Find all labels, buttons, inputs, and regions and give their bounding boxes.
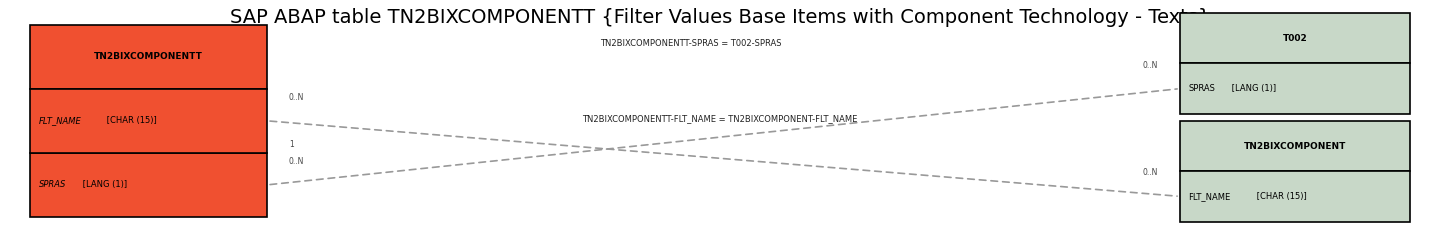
Text: SPRAS: SPRAS xyxy=(1188,84,1215,93)
Text: SPRAS: SPRAS xyxy=(39,180,66,189)
Text: FLT_NAME: FLT_NAME xyxy=(1188,192,1231,201)
Bar xyxy=(1179,121,1410,171)
Text: TN2BIXCOMPONENTT-FLT_NAME = TN2BIXCOMPONENT-FLT_NAME: TN2BIXCOMPONENTT-FLT_NAME = TN2BIXCOMPON… xyxy=(582,114,858,123)
Text: [CHAR (15)]: [CHAR (15)] xyxy=(104,116,157,125)
Bar xyxy=(1179,13,1410,64)
Text: [CHAR (15)]: [CHAR (15)] xyxy=(1254,192,1308,201)
Bar xyxy=(30,25,268,89)
Text: 0..N: 0..N xyxy=(289,157,304,166)
Bar xyxy=(30,89,268,153)
Text: TN2BIXCOMPONENTT: TN2BIXCOMPONENTT xyxy=(94,52,203,61)
Bar xyxy=(1179,171,1410,222)
Text: 1: 1 xyxy=(289,140,294,149)
Text: 0..N: 0..N xyxy=(1143,169,1158,178)
Text: SAP ABAP table TN2BIXCOMPONENTT {Filter Values Base Items with Component Technol: SAP ABAP table TN2BIXCOMPONENTT {Filter … xyxy=(230,9,1210,27)
Text: TN2BIXCOMPONENTT-SPRAS = T002-SPRAS: TN2BIXCOMPONENTT-SPRAS = T002-SPRAS xyxy=(600,39,782,48)
Text: [LANG (1)]: [LANG (1)] xyxy=(1230,84,1277,93)
Text: 0..N: 0..N xyxy=(1143,61,1158,70)
Text: FLT_NAME: FLT_NAME xyxy=(39,116,82,125)
Text: T002: T002 xyxy=(1283,34,1308,43)
Text: [LANG (1)]: [LANG (1)] xyxy=(79,180,127,189)
Text: TN2BIXCOMPONENT: TN2BIXCOMPONENT xyxy=(1244,141,1346,150)
Text: 0..N: 0..N xyxy=(289,93,304,102)
Bar xyxy=(1179,64,1410,114)
Bar xyxy=(30,153,268,217)
